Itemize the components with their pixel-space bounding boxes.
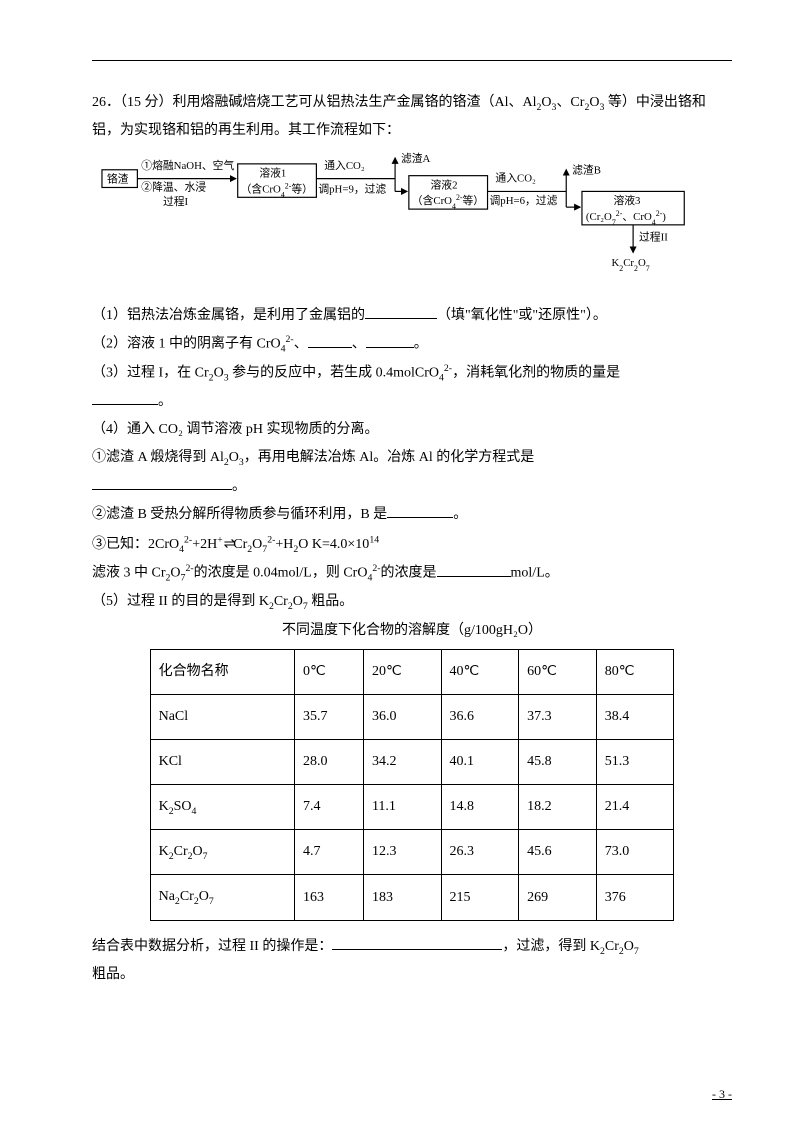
svg-text:②降温、水浸: ②降温、水浸 [141, 180, 206, 194]
top-rule [92, 60, 732, 61]
equilibrium-arrow: ⇌ [223, 535, 234, 551]
svg-text:溶液2: 溶液2 [430, 178, 457, 192]
q2: （2）溶液 1 中的阴离子有 CrO42-、、。 [92, 330, 732, 359]
q4-2: ②滤渣 B 受热分解所得物质参与循环利用，B 是。 [92, 501, 732, 529]
table-row: K2Cr2O7 4.712.326.345.673.0 [150, 830, 674, 875]
svg-text:滤渣B: 滤渣B [572, 163, 601, 177]
table-row: NaCl 35.736.036.637.338.4 [150, 694, 674, 739]
page: 26．（15 分）利用熔融碱焙烧工艺可从铝热法生产金属铬的铬渣（Al、Al2O3… [0, 0, 800, 1132]
table-header-row: 化合物名称 0℃ 20℃ 40℃ 60℃ 80℃ [150, 649, 674, 694]
page-number: - 3 - [712, 1082, 732, 1106]
svg-text:通入CO₂: 通入CO₂ [495, 172, 536, 185]
conclusion-2: 粗品。 [92, 961, 732, 989]
table-row: K2SO4 7.411.114.818.221.4 [150, 784, 674, 829]
node-chromium-slag: 铬渣 [107, 172, 129, 186]
svg-text:调pH=6，过滤: 调pH=6，过滤 [490, 195, 558, 208]
problem-intro: 26．（15 分）利用熔融碱焙烧工艺可从铝热法生产金属铬的铬渣（Al、Al2O3… [92, 89, 732, 145]
svg-text:①熔融NaOH、空气: ①熔融NaOH、空气 [141, 158, 234, 172]
q3-blank: 。 [92, 388, 732, 416]
svg-text:过程II: 过程II [639, 231, 668, 244]
solubility-table: 化合物名称 0℃ 20℃ 40℃ 60℃ 80℃ NaCl 35.736.036… [150, 649, 675, 921]
blank-procedure[interactable] [332, 936, 502, 950]
q4-head: （4）通入 CO₂ 调节溶液 pH 实现物质的分离。 [92, 416, 732, 444]
table-caption: 不同温度下化合物的溶解度（g/100gH₂O） [92, 617, 732, 645]
q4-3b: 滤液 3 中 Cr2O72-的浓度是 0.04mol/L，则 CrO42-的浓度… [92, 559, 732, 588]
svg-text:溶液3: 溶液3 [613, 194, 640, 208]
blank-q2a[interactable] [308, 334, 352, 348]
flowchart-svg: 铬渣 ①熔融NaOH、空气 ②降温、水浸 过程I 溶液1 （含CrO42-等） … [100, 151, 700, 281]
flowchart: 铬渣 ①熔融NaOH、空气 ②降温、水浸 过程I 溶液1 （含CrO42-等） … [100, 151, 732, 292]
q4-1: ①滤渣 A 煅烧得到 Al2O3，再用电解法冶炼 Al。冶炼 Al 的化学方程式… [92, 444, 732, 472]
q4-1-blank: 。 [92, 473, 732, 501]
blank-q1[interactable] [365, 305, 437, 319]
q5: （5）过程 II 的目的是得到 K2Cr2O7 粗品。 [92, 588, 732, 616]
svg-text:调pH=9，过滤: 调pH=9，过滤 [318, 183, 386, 196]
q-number: 26．（15 分） [92, 95, 173, 110]
q4-3: ③已知：2CrO42-+2H+ ⇌ Cr2O72-+H2O K=4.0×1014 [92, 529, 732, 559]
intro-text: 利用熔融碱焙烧工艺可从铝热法生产金属铬的铬渣（Al、Al [173, 95, 537, 110]
conclusion: 结合表中数据分析，过程 II 的操作是：，过滤，得到 K2Cr2O7 [92, 933, 732, 961]
svg-text:通入CO₂: 通入CO₂ [324, 159, 365, 172]
q1: （1）铝热法冶炼金属铬，是利用了金属铝的（填"氧化性"或"还原性"）。 [92, 302, 732, 330]
svg-text:过程I: 过程I [163, 196, 189, 209]
blank-q2b[interactable] [366, 334, 414, 348]
q3: （3）过程 I，在 Cr2O3 参与的反应中，若生成 0.4molCrO42-，… [92, 359, 732, 388]
svg-text:K2Cr2O7: K2Cr2O7 [611, 258, 649, 274]
table-row: KCl 28.034.240.145.851.3 [150, 739, 674, 784]
svg-text:溶液1: 溶液1 [259, 166, 286, 180]
table-row: Na2Cr2O7 163183215269376 [150, 875, 674, 920]
svg-text:滤渣A: 滤渣A [401, 151, 431, 165]
